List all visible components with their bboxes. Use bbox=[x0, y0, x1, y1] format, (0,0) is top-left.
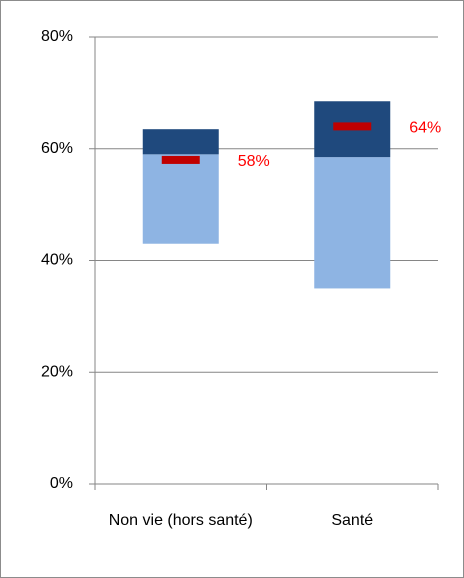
x-tick-label: Santé bbox=[331, 512, 374, 529]
y-tick-label: 40% bbox=[41, 252, 73, 269]
data-label: 58% bbox=[238, 153, 270, 170]
marker bbox=[333, 122, 372, 131]
x-tick-label: Non vie (hors santé) bbox=[108, 512, 253, 529]
marker bbox=[161, 155, 200, 164]
data-label: 64% bbox=[409, 120, 441, 137]
y-tick-label: 20% bbox=[41, 363, 73, 380]
bar-segment bbox=[314, 288, 390, 484]
y-tick-label: 0% bbox=[50, 475, 73, 492]
bar-segment bbox=[143, 244, 219, 484]
bar-segment bbox=[142, 154, 219, 244]
bar-segment bbox=[142, 129, 219, 155]
bar-segment bbox=[314, 157, 391, 289]
y-tick-label: 60% bbox=[41, 140, 73, 157]
y-tick-label: 80% bbox=[41, 28, 73, 45]
